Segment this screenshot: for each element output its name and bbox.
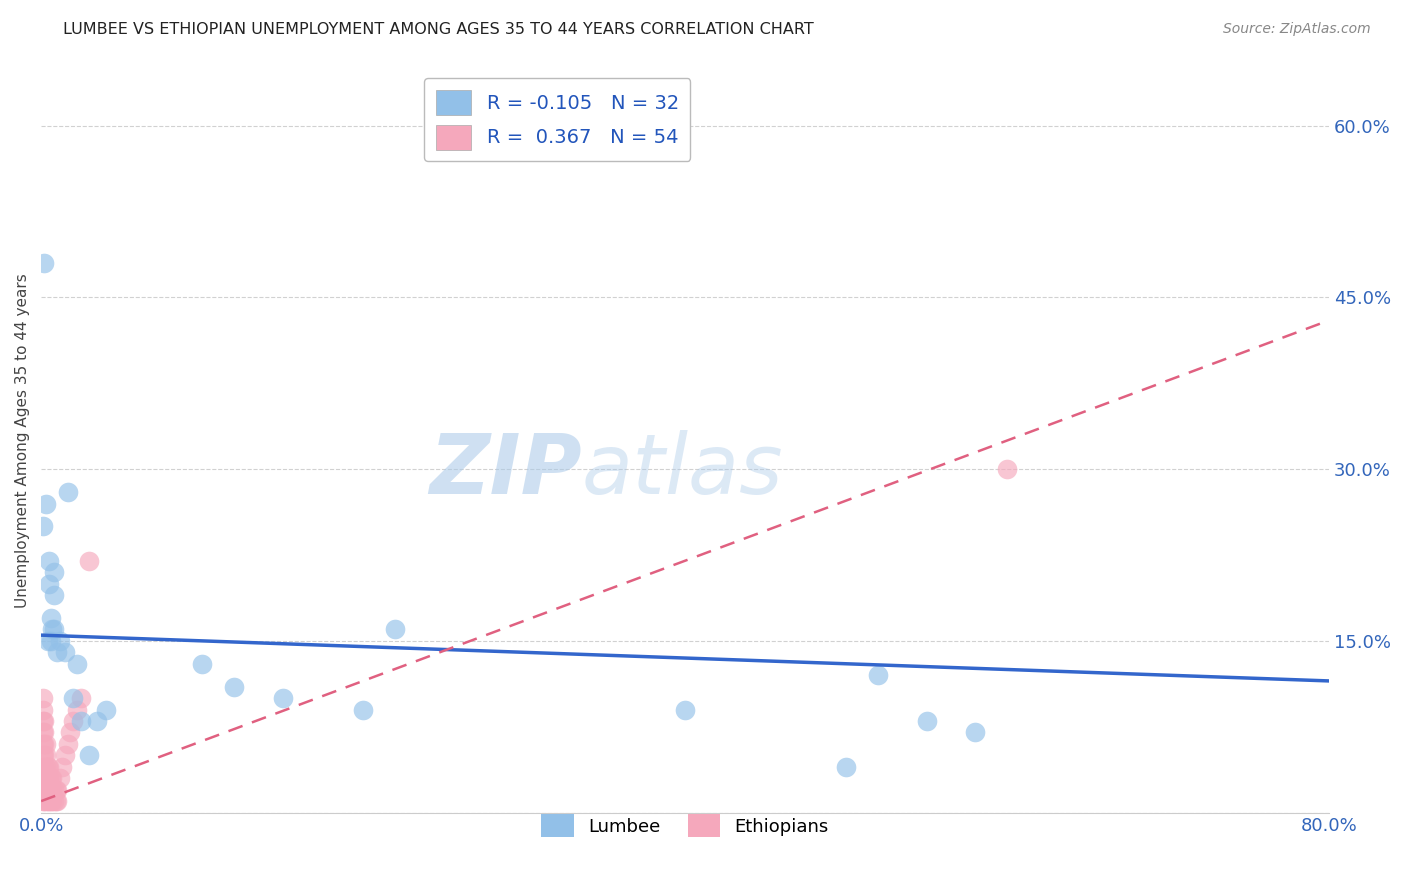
- Point: [45, 782, 67, 797]
- Point: [31, 748, 53, 763]
- Point: [31, 782, 53, 797]
- Point: [191, 657, 214, 671]
- Point: [271, 691, 294, 706]
- Point: [35, 748, 58, 763]
- Point: [37, 760, 59, 774]
- Point: [673, 702, 696, 716]
- Point: [49, 771, 72, 785]
- Point: [38, 771, 60, 785]
- Point: [79, 554, 101, 568]
- Text: atlas: atlas: [582, 430, 783, 511]
- Point: [35, 782, 58, 797]
- Point: [835, 760, 858, 774]
- Point: [352, 702, 374, 716]
- Point: [42, 794, 65, 808]
- Point: [42, 588, 65, 602]
- Point: [42, 782, 65, 797]
- Point: [34, 748, 56, 763]
- Point: [31, 702, 53, 716]
- Point: [34, 725, 56, 739]
- Point: [37, 633, 59, 648]
- Point: [94, 702, 117, 716]
- Point: [41, 794, 63, 808]
- Point: [58, 485, 80, 500]
- Point: [31, 760, 53, 774]
- Point: [39, 771, 62, 785]
- Point: [39, 794, 62, 808]
- Point: [45, 794, 67, 808]
- Point: [31, 725, 53, 739]
- Point: [35, 737, 58, 751]
- Point: [34, 760, 56, 774]
- Point: [86, 714, 108, 728]
- Point: [915, 714, 938, 728]
- Point: [37, 794, 59, 808]
- Point: [41, 782, 63, 797]
- Point: [38, 782, 60, 797]
- Point: [37, 771, 59, 785]
- Point: [62, 691, 84, 706]
- Point: [79, 748, 101, 763]
- Point: [963, 725, 986, 739]
- Point: [31, 691, 53, 706]
- Y-axis label: Unemployment Among Ages 35 to 44 years: Unemployment Among Ages 35 to 44 years: [15, 273, 30, 608]
- Point: [39, 782, 62, 797]
- Point: [31, 519, 53, 533]
- Point: [39, 633, 62, 648]
- Point: [34, 771, 56, 785]
- Point: [31, 714, 53, 728]
- Point: [53, 645, 76, 659]
- Point: [38, 554, 60, 568]
- Point: [46, 782, 69, 797]
- Point: [35, 760, 58, 774]
- Point: [384, 623, 406, 637]
- Point: [35, 496, 58, 510]
- Point: [70, 691, 93, 706]
- Point: [34, 782, 56, 797]
- Point: [31, 794, 53, 808]
- Point: [868, 668, 890, 682]
- Point: [65, 702, 87, 716]
- Point: [62, 714, 84, 728]
- Point: [224, 680, 246, 694]
- Point: [37, 782, 59, 797]
- Point: [34, 737, 56, 751]
- Point: [39, 611, 62, 625]
- Point: [42, 623, 65, 637]
- Point: [46, 645, 69, 659]
- Text: ZIP: ZIP: [429, 430, 582, 511]
- Point: [41, 771, 63, 785]
- Point: [34, 714, 56, 728]
- Point: [70, 714, 93, 728]
- Text: LUMBEE VS ETHIOPIAN UNEMPLOYMENT AMONG AGES 35 TO 44 YEARS CORRELATION CHART: LUMBEE VS ETHIOPIAN UNEMPLOYMENT AMONG A…: [63, 22, 814, 37]
- Point: [46, 794, 69, 808]
- Point: [31, 771, 53, 785]
- Point: [41, 623, 63, 637]
- Point: [51, 760, 73, 774]
- Point: [38, 794, 60, 808]
- Text: Source: ZipAtlas.com: Source: ZipAtlas.com: [1223, 22, 1371, 37]
- Point: [65, 657, 87, 671]
- Point: [59, 725, 82, 739]
- Point: [34, 794, 56, 808]
- Point: [34, 256, 56, 270]
- Point: [35, 771, 58, 785]
- Point: [42, 565, 65, 579]
- Point: [38, 760, 60, 774]
- Point: [35, 794, 58, 808]
- Point: [49, 633, 72, 648]
- Point: [53, 748, 76, 763]
- Point: [31, 737, 53, 751]
- Point: [995, 462, 1018, 476]
- Point: [58, 737, 80, 751]
- Point: [38, 576, 60, 591]
- Legend: Lumbee, Ethiopians: Lumbee, Ethiopians: [534, 807, 837, 845]
